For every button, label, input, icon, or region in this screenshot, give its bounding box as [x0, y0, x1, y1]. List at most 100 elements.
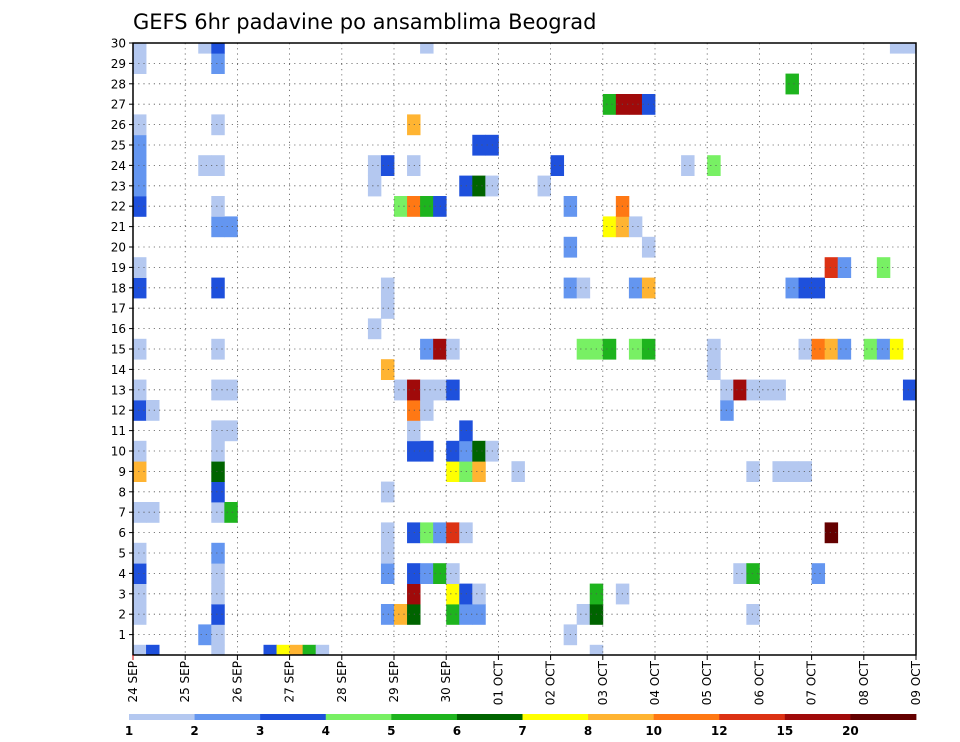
heatmap-cell: [211, 379, 225, 401]
heatmap-cell: [589, 644, 604, 656]
colorbar-swatch: [194, 714, 261, 720]
y-tick-label: 1: [118, 628, 126, 642]
heatmap-cell: [211, 542, 225, 564]
heatmap-cell: [772, 461, 786, 482]
heatmap-cell: [198, 155, 212, 176]
colorbar-label: 12: [711, 724, 728, 738]
heatmap-cell: [889, 338, 904, 360]
y-tick-label: 12: [111, 404, 126, 418]
y-tick-label: 10: [111, 445, 126, 459]
heatmap-cell: [367, 318, 382, 340]
heatmap-cell: [211, 155, 225, 176]
colorbar-label: 20: [842, 724, 859, 738]
colorbar-label: 5: [387, 724, 395, 738]
heatmap-cell: [380, 277, 395, 299]
heatmap-cell: [420, 440, 434, 462]
heatmap-cell: [211, 481, 225, 503]
heatmap-cell: [407, 114, 421, 136]
heatmap-cell: [798, 277, 812, 299]
colorbar-label: 4: [322, 724, 330, 738]
y-tick-label: 26: [111, 118, 126, 132]
colorbar-swatch: [522, 714, 589, 720]
heatmap-cell: [602, 338, 617, 360]
heatmap-cell: [133, 563, 147, 584]
y-tick-label: 4: [118, 567, 126, 581]
heatmap-cell: [133, 43, 147, 54]
y-tick-label: 16: [111, 322, 126, 336]
heatmap-cell: [211, 43, 225, 54]
heatmap-cell: [407, 400, 421, 421]
heatmap-cell: [380, 542, 395, 564]
heatmap-cell: [837, 338, 852, 360]
heatmap-cell: [746, 379, 760, 401]
y-tick-label: 11: [111, 424, 126, 438]
y-tick-label: 27: [111, 98, 126, 112]
heatmap-cell: [602, 216, 617, 238]
heatmap-cell: [420, 379, 434, 401]
heatmap-cell: [224, 379, 238, 401]
colorbar-swatch: [588, 714, 655, 720]
y-axis: 1234567891011121314151617181920212223242…: [111, 37, 133, 642]
heatmap-cell: [798, 338, 812, 360]
x-tick-label: 04 OCT: [648, 660, 662, 705]
x-tick-label: 05 OCT: [700, 660, 714, 705]
heatmap-cell: [133, 440, 147, 462]
heatmap-cell: [133, 400, 147, 421]
x-tick-label: 03 OCT: [596, 660, 610, 705]
heatmap-cell: [420, 43, 434, 54]
heatmap-cell: [863, 338, 878, 360]
heatmap-cell: [133, 196, 147, 217]
colorbar-label: 10: [645, 724, 662, 738]
heatmap-cell: [707, 338, 721, 360]
heatmap-cell: [302, 644, 317, 656]
heatmap-cell: [811, 338, 826, 360]
heatmap-cell: [628, 94, 643, 115]
heatmap-cell: [733, 379, 747, 401]
heatmap-cell: [876, 338, 891, 360]
heatmap-cell: [133, 604, 147, 625]
heatmap-cell: [407, 522, 421, 544]
x-tick-label: 08 OCT: [857, 660, 871, 705]
y-tick-label: 9: [118, 465, 126, 479]
colorbar-swatch: [325, 714, 392, 720]
x-tick-label: 28 SEP: [335, 661, 349, 703]
heatmap-cell: [707, 155, 721, 176]
heatmap-cell: [785, 461, 799, 482]
y-tick-label: 13: [111, 383, 126, 397]
y-tick-label: 22: [111, 200, 126, 214]
heatmap-cell: [472, 440, 486, 462]
y-tick-label: 3: [118, 587, 126, 601]
heatmap-cell: [472, 604, 486, 625]
y-tick-label: 7: [118, 506, 126, 520]
x-axis: 24 SEP 25 SEP 26 SEP 27 SEP 28 SEP 29 SEP 30 S…: [126, 655, 923, 705]
y-tick-label: 14: [111, 363, 126, 377]
x-tick-label: 06 OCT: [752, 660, 766, 705]
heatmap-cell: [224, 216, 238, 238]
heatmap-cell: [628, 338, 643, 360]
x-tick-label: 26 SEP: [230, 661, 244, 703]
heatmap-cell: [420, 338, 434, 360]
heatmap-cell: [211, 420, 225, 442]
heatmap-cell: [446, 604, 460, 625]
heatmap-cell: [211, 196, 225, 217]
heatmap-cell: [889, 43, 904, 54]
heatmap-cell: [367, 175, 382, 197]
heatmap-cell: [394, 196, 408, 217]
heatmap-cell: [133, 277, 147, 299]
heatmap-cell: [811, 277, 826, 299]
y-tick-label: 28: [111, 77, 126, 91]
colorbar-label: 8: [584, 724, 592, 738]
heatmap-cell: [211, 461, 225, 482]
heatmap-cell: [224, 502, 238, 523]
y-tick-label: 23: [111, 179, 126, 193]
heatmap-cell: [198, 624, 212, 646]
heatmap-cell: [420, 522, 434, 544]
chart-title: GEFS 6hr padavine po ansamblima Beograd: [133, 10, 596, 34]
heatmap-cell: [602, 94, 617, 115]
heatmap-cell: [407, 155, 421, 176]
heatmap-cell: [211, 624, 225, 646]
colorbar-label: 3: [256, 724, 264, 738]
heatmap-cell: [472, 175, 486, 197]
heatmap-cell: [446, 461, 460, 482]
